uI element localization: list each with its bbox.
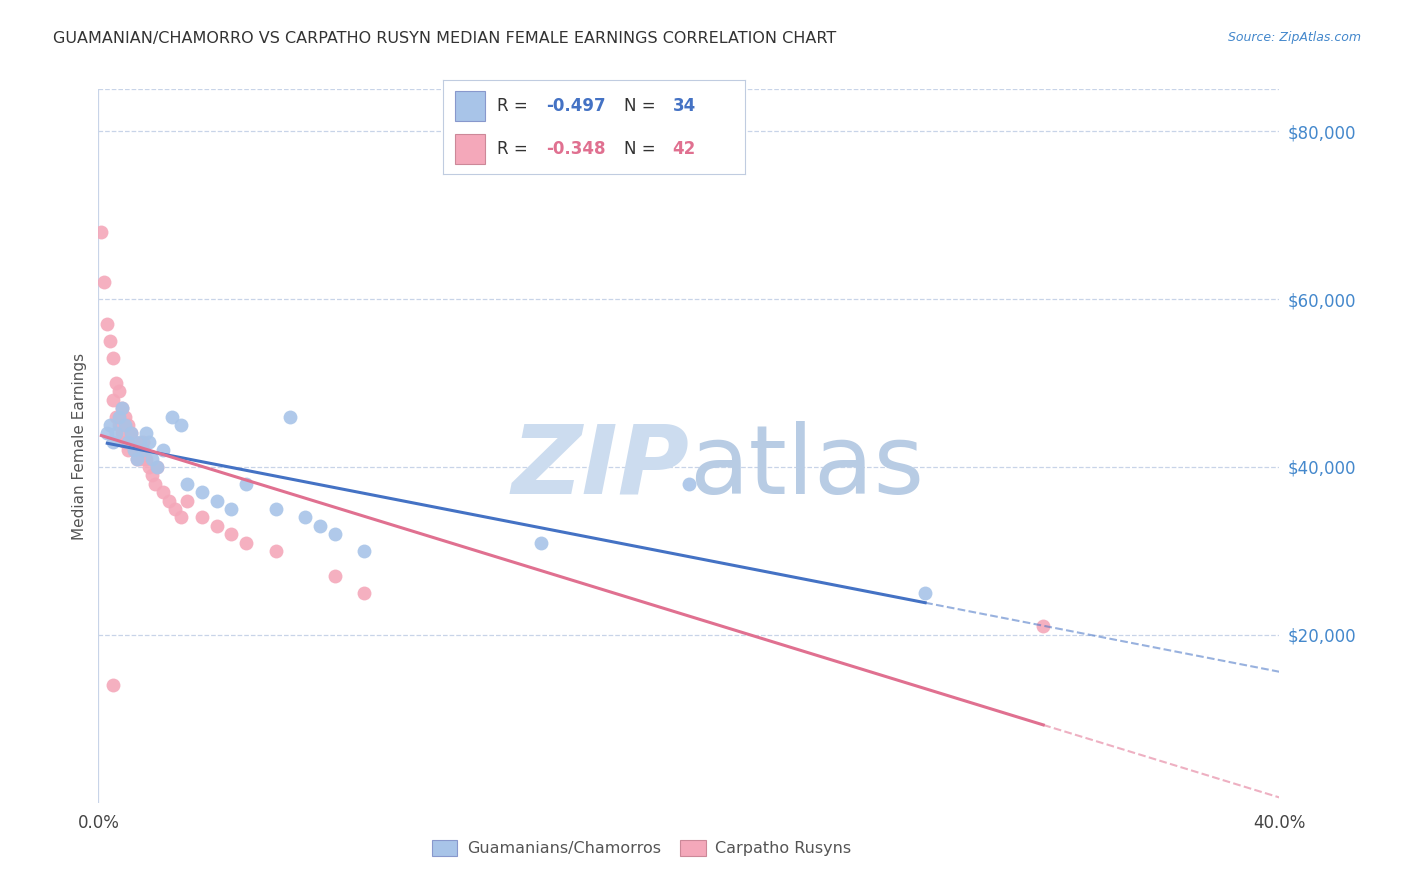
- Point: [191, 510, 214, 524]
- Point: [914, 586, 936, 600]
- Point: [138, 434, 160, 449]
- Point: [157, 493, 180, 508]
- Point: [165, 502, 187, 516]
- Point: [132, 443, 155, 458]
- Point: [152, 485, 174, 500]
- Point: [138, 460, 160, 475]
- Point: [678, 476, 700, 491]
- Point: [90, 225, 112, 239]
- Y-axis label: Median Female Earnings: Median Female Earnings: [72, 352, 87, 540]
- Point: [96, 426, 118, 441]
- Text: -0.348: -0.348: [546, 140, 605, 158]
- Point: [205, 518, 228, 533]
- Point: [114, 417, 136, 432]
- Point: [111, 401, 134, 416]
- Point: [128, 451, 150, 466]
- FancyBboxPatch shape: [456, 134, 485, 163]
- Point: [221, 527, 243, 541]
- Point: [309, 518, 332, 533]
- Point: [323, 527, 346, 541]
- Text: 42: 42: [672, 140, 696, 158]
- Point: [132, 443, 155, 458]
- Point: [152, 443, 174, 458]
- Point: [162, 409, 183, 424]
- Point: [105, 409, 128, 424]
- Point: [103, 351, 125, 365]
- Point: [108, 384, 131, 399]
- Point: [132, 434, 155, 449]
- Point: [111, 426, 134, 441]
- Point: [530, 535, 553, 549]
- Point: [146, 460, 169, 475]
- FancyBboxPatch shape: [456, 91, 485, 120]
- Point: [108, 409, 131, 424]
- Legend: Guamanians/Chamorros, Carpatho Rusyns: Guamanians/Chamorros, Carpatho Rusyns: [426, 833, 858, 863]
- Point: [111, 401, 134, 416]
- Point: [280, 409, 302, 424]
- Point: [120, 426, 142, 441]
- Point: [323, 569, 346, 583]
- Text: 34: 34: [672, 96, 696, 114]
- Point: [120, 426, 142, 441]
- Point: [135, 426, 157, 441]
- Text: -0.497: -0.497: [546, 96, 606, 114]
- Text: GUAMANIAN/CHAMORRO VS CARPATHO RUSYN MEDIAN FEMALE EARNINGS CORRELATION CHART: GUAMANIAN/CHAMORRO VS CARPATHO RUSYN MED…: [53, 31, 837, 46]
- Point: [353, 586, 375, 600]
- Point: [114, 409, 136, 424]
- Point: [141, 468, 163, 483]
- Point: [96, 318, 118, 332]
- Point: [141, 451, 163, 466]
- Point: [170, 417, 193, 432]
- Point: [93, 275, 115, 289]
- Point: [103, 678, 125, 692]
- Point: [117, 434, 139, 449]
- Point: [117, 443, 139, 458]
- Point: [135, 451, 157, 466]
- Point: [103, 434, 125, 449]
- Point: [264, 502, 287, 516]
- Point: [108, 417, 131, 432]
- Point: [176, 476, 198, 491]
- Point: [191, 485, 214, 500]
- Point: [128, 434, 150, 449]
- Text: R =: R =: [498, 96, 533, 114]
- Point: [170, 510, 193, 524]
- Point: [114, 434, 136, 449]
- Point: [103, 392, 125, 407]
- Text: R =: R =: [498, 140, 533, 158]
- Point: [98, 417, 121, 432]
- Point: [294, 510, 316, 524]
- Point: [125, 451, 148, 466]
- Point: [117, 417, 139, 432]
- Point: [146, 460, 169, 475]
- Text: Source: ZipAtlas.com: Source: ZipAtlas.com: [1227, 31, 1361, 45]
- Point: [176, 493, 198, 508]
- Text: ZIP: ZIP: [510, 421, 689, 514]
- Point: [221, 502, 243, 516]
- Point: [122, 443, 145, 458]
- Point: [235, 535, 257, 549]
- Point: [353, 544, 375, 558]
- Text: atlas: atlas: [689, 421, 924, 514]
- Text: N =: N =: [624, 96, 661, 114]
- Point: [1032, 619, 1054, 633]
- Point: [105, 426, 128, 441]
- Point: [264, 544, 287, 558]
- Point: [143, 476, 166, 491]
- Point: [205, 493, 228, 508]
- Point: [122, 434, 145, 449]
- Point: [235, 476, 257, 491]
- Text: N =: N =: [624, 140, 661, 158]
- Point: [105, 376, 128, 390]
- Point: [122, 443, 145, 458]
- Point: [125, 451, 148, 466]
- Point: [98, 334, 121, 348]
